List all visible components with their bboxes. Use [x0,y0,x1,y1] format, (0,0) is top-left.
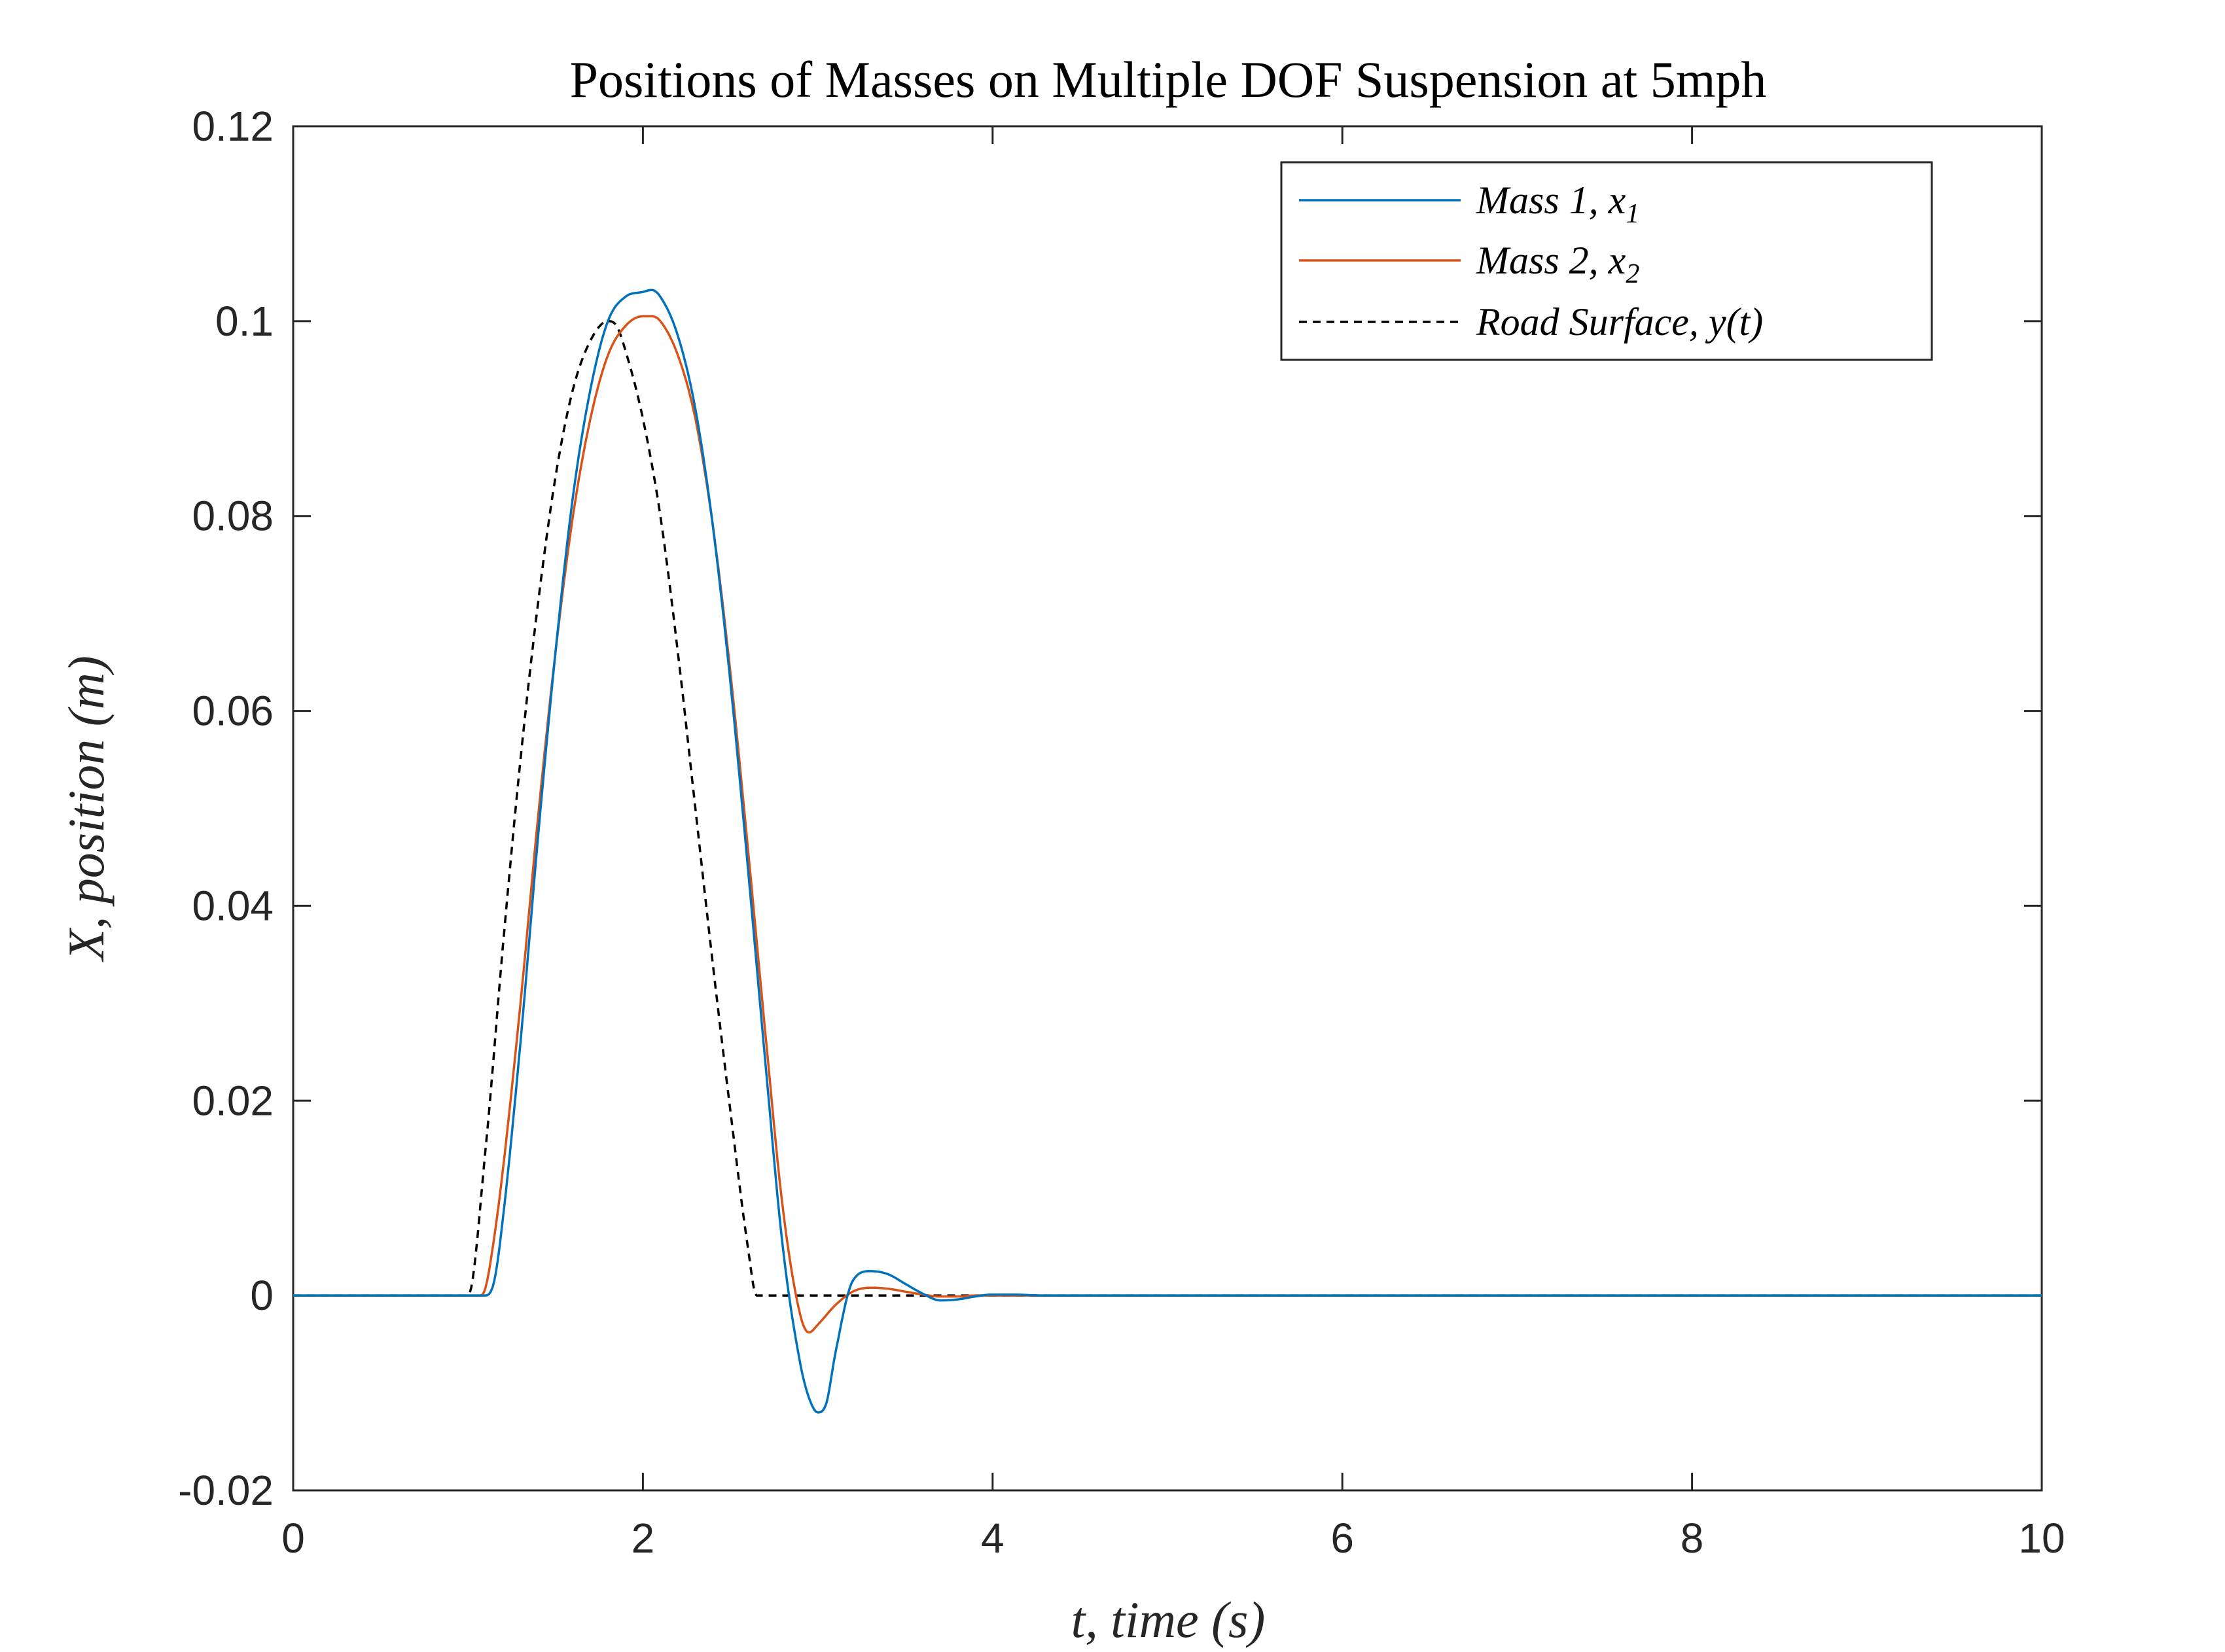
x-axis-label: t, time (s) [1071,1591,1266,1648]
y-tick-label: 0.08 [192,493,274,540]
y-tick-label: -0.02 [178,1467,274,1514]
x-tick-label: 10 [2018,1515,2065,1562]
y-tick-label: 0.1 [215,298,274,345]
y-tick-label: 0.04 [192,882,274,929]
x-tick-label: 8 [1681,1515,1704,1562]
y-axis-label: X, position (m) [58,656,115,962]
legend-label-mass-2: Mass 2, x2 [1476,239,1639,289]
y-tick-label: 0 [250,1272,274,1319]
legend-label-mass-1: Mass 1, x1 [1476,179,1639,229]
series-line-mass-1 [293,289,2042,1414]
legend: Mass 1, x1 Mass 2, x2 Road Surface, y(t) [1280,161,1933,361]
x-tick-labels: 0 2 4 6 8 10 [281,1515,2065,1562]
y-tick-label: 0.12 [192,103,274,150]
legend-entry-mass-2: Mass 2, x2 [1299,239,1639,289]
x-tick-label: 6 [1330,1515,1354,1562]
legend-entry-road-surface: Road Surface, y(t) [1299,300,1763,343]
series-lines [293,289,2042,1414]
legend-label-road-surface: Road Surface, y(t) [1476,300,1763,343]
chart-title: Positions of Masses on Multiple DOF Susp… [570,51,1767,108]
legend-entry-mass-1: Mass 1, x1 [1299,179,1639,229]
y-tick-labels: -0.02 0 0.02 0.04 0.06 0.08 0.1 0.12 [178,103,274,1514]
y-tick-label: 0.06 [192,688,274,735]
x-tick-label: 4 [981,1515,1005,1562]
x-tick-label: 0 [281,1515,305,1562]
y-tick-label: 0.02 [192,1077,274,1124]
x-tick-label: 2 [632,1515,655,1562]
